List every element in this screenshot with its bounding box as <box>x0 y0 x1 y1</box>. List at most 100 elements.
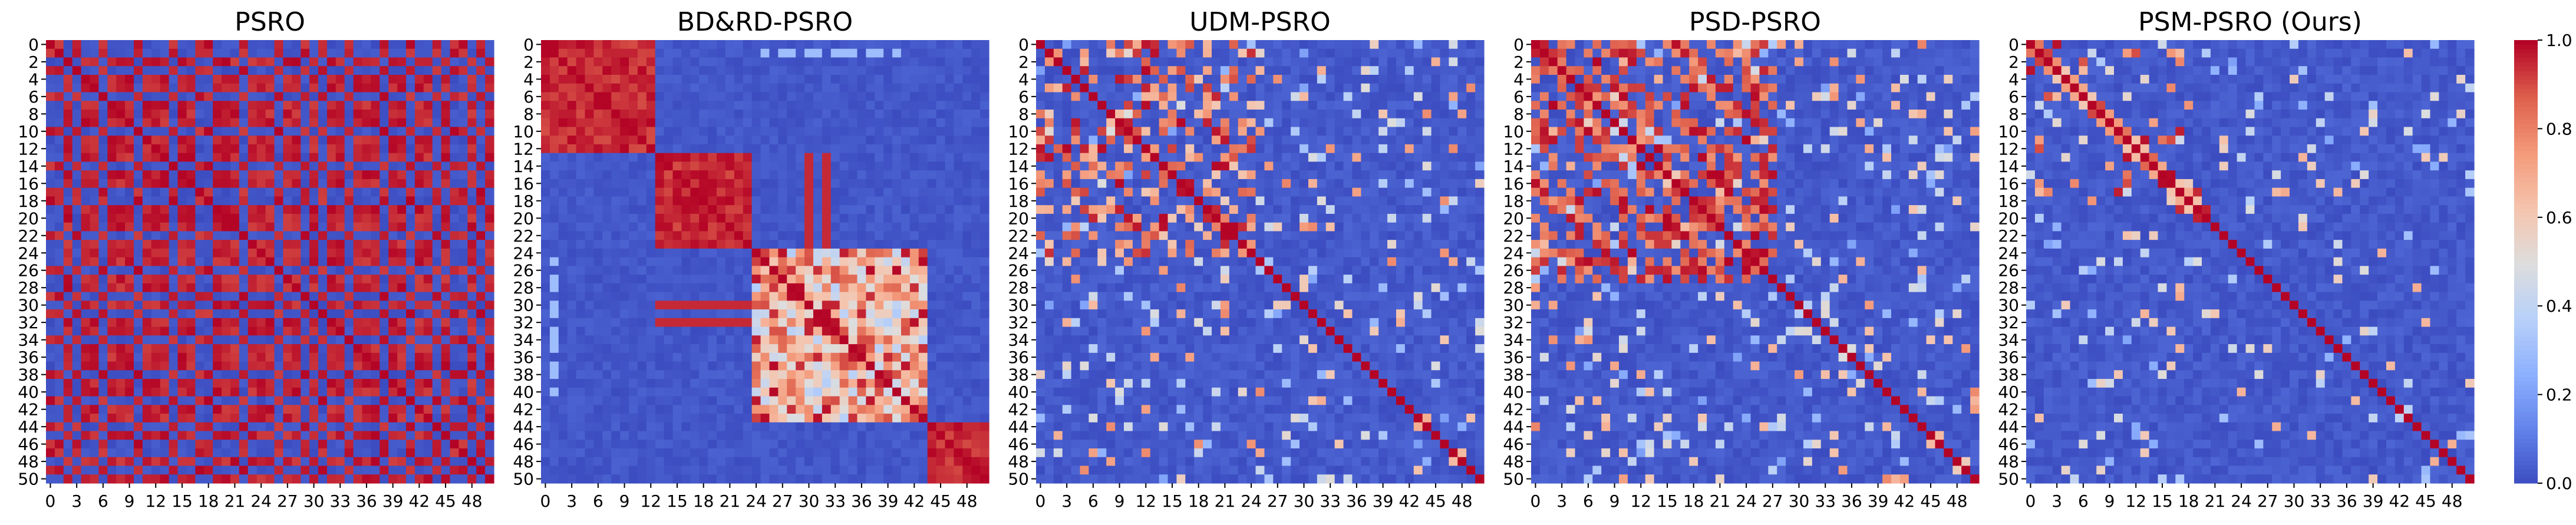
heatmap-cell <box>309 187 319 197</box>
heatmap-cell <box>90 266 100 275</box>
heatmap-cell <box>388 275 398 284</box>
heatmap-cell <box>81 275 91 284</box>
heatmap-cell <box>485 222 494 232</box>
heatmap-cell <box>485 257 494 266</box>
heatmap-cell <box>186 187 196 197</box>
heatmap-cell <box>81 414 91 423</box>
heatmap-cell <box>962 318 972 328</box>
heatmap-cell <box>830 248 840 258</box>
heatmap-cell <box>362 301 371 310</box>
heatmap-cell <box>690 170 700 180</box>
heatmap-cell <box>222 344 231 354</box>
heatmap-cell <box>81 422 91 432</box>
heatmap-cell <box>353 222 363 232</box>
heatmap-cell <box>72 48 82 58</box>
heatmap-cell <box>839 213 849 223</box>
heatmap-cell <box>256 309 266 319</box>
heatmap-cell <box>256 283 266 293</box>
heatmap-cell <box>918 396 928 405</box>
heatmap-cell <box>274 440 283 449</box>
heatmap-cell <box>558 414 568 423</box>
heatmap-cell <box>142 309 152 319</box>
heatmap-cell <box>813 283 823 293</box>
heatmap-cell <box>441 275 451 284</box>
heatmap-cell <box>476 465 486 475</box>
heatmap-cell <box>309 170 319 180</box>
heatmap-cell <box>213 231 222 240</box>
heatmap-cell <box>318 370 328 379</box>
heatmap-cell <box>892 187 902 197</box>
heatmap-cell <box>274 153 283 163</box>
heatmap-cell <box>866 153 875 163</box>
heatmap-cell <box>414 240 424 249</box>
heatmap-cell <box>485 422 494 432</box>
heatmap-cell <box>549 231 559 240</box>
heatmap-cell <box>690 161 700 171</box>
heatmap-cell <box>151 440 161 449</box>
heatmap-cell <box>875 66 884 75</box>
heatmap-cell <box>830 205 840 214</box>
heatmap-cell <box>751 153 761 163</box>
heatmap-cell <box>405 309 415 319</box>
heatmap-cell <box>690 301 700 310</box>
heatmap-cell <box>751 109 761 119</box>
heatmap-cell <box>804 422 814 432</box>
heatmap-cell <box>326 83 337 93</box>
heatmap-cell <box>380 335 389 345</box>
heatmap-cell <box>866 396 875 405</box>
heatmap-cell <box>866 109 875 119</box>
heatmap-cell <box>822 153 832 163</box>
heatmap-cell <box>213 309 222 319</box>
heatmap-cell <box>839 136 849 145</box>
heatmap-cell <box>204 187 213 197</box>
heatmap-cell <box>230 240 240 249</box>
heatmap-cell <box>459 335 468 345</box>
heatmap-cell <box>839 153 849 163</box>
heatmap-cell <box>646 422 656 432</box>
heatmap-cell <box>927 101 937 110</box>
heatmap-cell <box>611 283 621 293</box>
heatmap-cell <box>672 101 682 110</box>
heatmap-cell <box>567 196 577 206</box>
heatmap-cell <box>46 275 55 284</box>
heatmap-cell <box>760 387 770 397</box>
heatmap-cell <box>857 326 866 336</box>
heatmap-cell <box>778 301 787 310</box>
heatmap-cell <box>485 161 494 171</box>
heatmap-cell <box>549 283 559 293</box>
heatmap-cell <box>177 266 187 275</box>
heatmap-cell <box>63 431 73 440</box>
heatmap-cell <box>432 170 442 180</box>
heatmap-cell <box>664 161 674 171</box>
heatmap-cell <box>423 40 433 49</box>
heatmap-cell <box>90 179 100 189</box>
heatmap-cell <box>892 118 902 128</box>
heatmap-cell <box>459 153 468 163</box>
heatmap-cell <box>397 109 407 119</box>
heatmap-cell <box>414 275 424 284</box>
heatmap-cell <box>760 118 770 128</box>
heatmap-cell <box>326 309 337 319</box>
heatmap-cell <box>485 474 494 484</box>
heatmap-cell <box>186 74 196 84</box>
heatmap-cell <box>593 179 603 189</box>
heatmap-cell <box>116 318 126 328</box>
heatmap-cell <box>593 109 603 119</box>
heatmap-cell <box>585 57 595 67</box>
heatmap-cell <box>265 109 275 119</box>
heatmap-cell <box>450 474 459 484</box>
heatmap-cell <box>892 170 902 180</box>
heatmap-cell <box>195 240 205 249</box>
heatmap-cell <box>432 101 442 110</box>
heatmap-cell <box>98 422 108 432</box>
heatmap-cell <box>98 179 108 189</box>
heatmap-cell <box>371 318 380 328</box>
heatmap-cell <box>432 109 442 119</box>
heatmap-cell <box>414 292 424 301</box>
heatmap-cell <box>239 205 249 214</box>
heatmap-cell <box>248 66 258 75</box>
heatmap-cell <box>362 387 371 397</box>
heatmap-cell <box>725 422 735 432</box>
heatmap-cell <box>98 370 108 379</box>
heatmap-cell <box>239 309 249 319</box>
